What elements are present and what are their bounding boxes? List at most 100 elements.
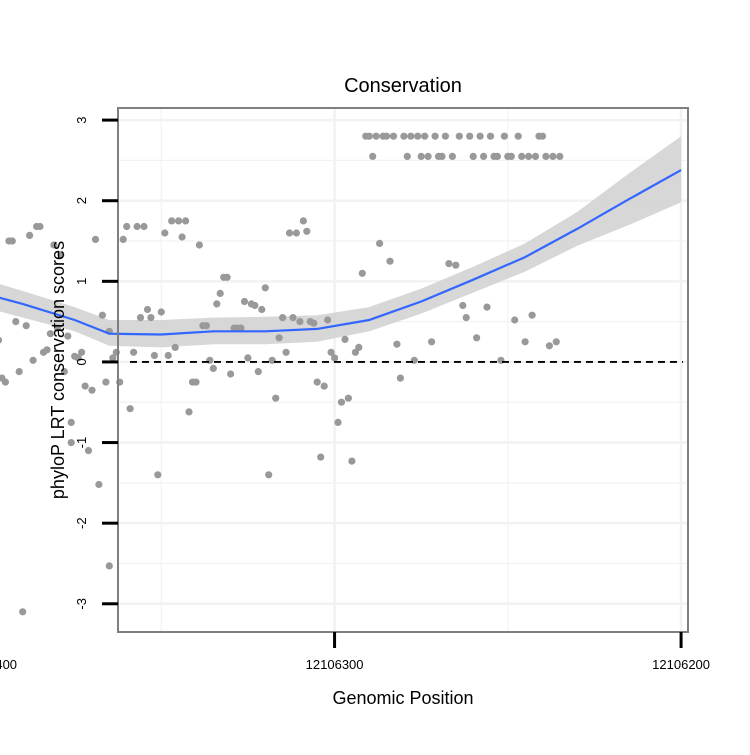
data-point [421,132,429,140]
data-point [36,222,44,231]
smooth-fit-line [0,169,682,336]
data-point [417,152,425,160]
data-point [455,132,463,140]
data-point [344,394,352,402]
data-point [57,251,65,259]
data-point [64,332,72,340]
data-point [376,239,384,247]
data-point [448,152,456,160]
data-point [213,300,221,308]
data-point [310,319,318,327]
data-point [237,324,245,332]
data-point [171,343,179,351]
data-point [403,152,411,160]
data-point [216,289,224,297]
data-point [483,303,491,311]
data-point [486,132,495,140]
data-point [452,261,460,269]
y-tick-label: -2 [74,517,89,529]
data-point [244,354,252,362]
data-point [46,330,55,338]
data-point [95,480,103,489]
data-point [296,318,304,326]
data-point [317,453,325,461]
data-point [227,370,235,378]
data-point [43,346,51,354]
data-point [261,284,269,292]
data-point [285,229,294,237]
data-point [164,351,172,360]
data-point [161,229,169,237]
data-point [424,152,432,160]
data-point [369,152,377,160]
x-tick-label: 12106300 [306,657,364,672]
data-point [175,217,183,225]
data-point [26,231,34,239]
data-point [102,378,110,386]
data-point [265,471,273,479]
data-point [337,398,346,406]
data-point [400,132,408,140]
data-point [538,132,547,140]
data-point [84,447,93,455]
data-point [514,132,522,140]
data-point [462,314,470,322]
data-point [473,334,481,342]
data-point [393,340,401,348]
data-point [466,132,474,140]
data-point [78,348,86,356]
data-point [15,368,23,376]
data-point [445,260,453,268]
data-point [389,132,398,140]
data-point [414,132,422,140]
data-point [157,308,165,316]
confidence-band [0,136,682,348]
data-point [289,314,297,322]
data-point [431,132,439,140]
data-point [299,217,307,225]
x-axis-label: Genomic Position [332,688,473,708]
data-point [150,351,158,360]
data-point [0,336,3,344]
y-tick-label: 0 [74,358,89,365]
data-point [50,241,58,249]
y-tick-label: -3 [74,598,89,610]
data-point [130,348,138,356]
data-points [0,132,564,616]
y-tick-label: 3 [74,116,89,123]
data-point [275,334,283,342]
data-point [182,217,190,225]
data-point [143,305,152,314]
data-point [493,152,501,160]
data-point [67,439,75,447]
data-point [545,342,554,350]
data-point [507,152,515,160]
data-point [476,132,484,140]
data-point [282,348,290,356]
panel-background [118,108,688,632]
data-point [195,241,203,249]
data-point [341,335,349,343]
data-point [109,354,117,362]
data-point [459,301,467,310]
data-point [60,368,68,376]
data-point [542,152,550,160]
data-point [192,378,200,386]
data-point [67,418,75,426]
data-point [29,356,37,364]
data-point [88,386,96,394]
data-point [441,132,449,140]
data-point [528,311,536,319]
data-point [133,222,141,231]
data-point [147,314,155,322]
data-point [53,324,62,332]
data-point [549,152,557,160]
data-point [105,562,113,570]
data-point [531,152,540,160]
data-point [154,471,162,479]
data-point [372,132,380,140]
data-point [521,338,529,346]
data-point [525,152,533,160]
data-point [81,382,89,390]
